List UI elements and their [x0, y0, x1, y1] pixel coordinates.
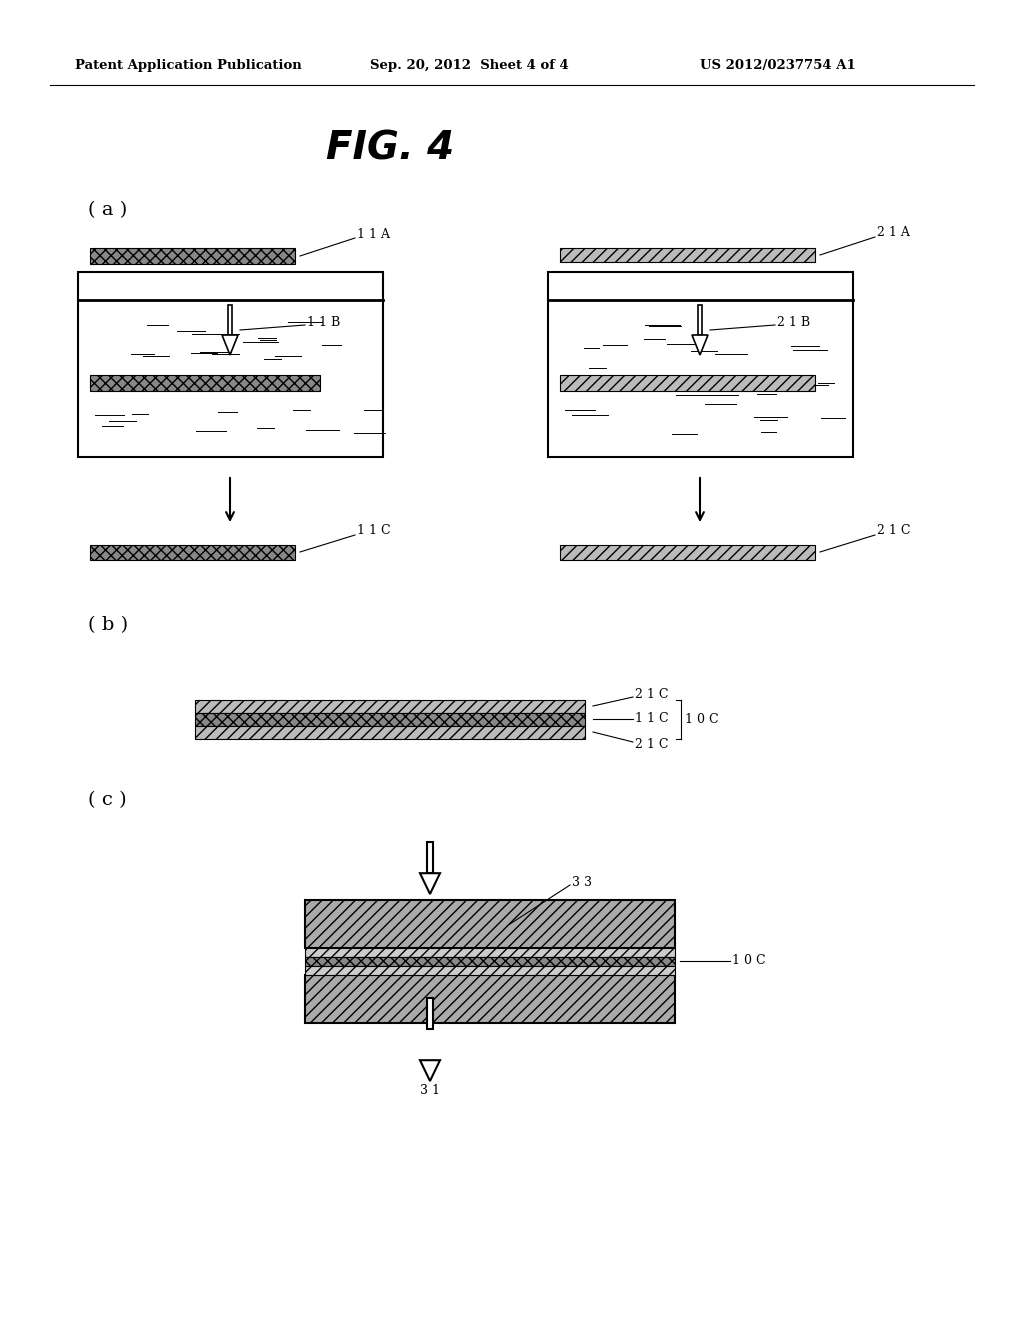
Text: 3 3: 3 3 — [572, 875, 592, 888]
Bar — [697, 305, 702, 335]
Text: 1 1 B: 1 1 B — [307, 315, 340, 329]
Text: 3 1: 3 1 — [420, 1085, 440, 1097]
Text: 1 0 C: 1 0 C — [685, 713, 719, 726]
Bar — [227, 305, 232, 335]
Polygon shape — [222, 335, 238, 355]
Bar — [560, 248, 815, 261]
Text: 2 1 C: 2 1 C — [635, 688, 669, 701]
Text: 1 1 C: 1 1 C — [357, 524, 390, 537]
Text: ( b ): ( b ) — [88, 616, 128, 634]
Text: US 2012/0237754 A1: US 2012/0237754 A1 — [700, 58, 856, 71]
Bar — [305, 948, 675, 957]
Bar — [305, 900, 675, 948]
Bar — [560, 545, 815, 560]
Text: 1 0 C: 1 0 C — [732, 954, 766, 968]
Bar — [90, 545, 295, 560]
Bar — [560, 375, 815, 391]
Bar — [305, 966, 675, 975]
Bar — [305, 957, 675, 966]
Text: 2 1 C: 2 1 C — [635, 738, 669, 751]
Bar — [548, 272, 853, 457]
Bar — [78, 272, 383, 457]
Bar — [195, 726, 585, 739]
Text: 1 1 A: 1 1 A — [357, 227, 390, 240]
Bar — [90, 248, 295, 264]
Polygon shape — [420, 1060, 440, 1081]
Text: 2 1 C: 2 1 C — [877, 524, 910, 537]
Text: ( c ): ( c ) — [88, 791, 127, 809]
Text: FIG. 4: FIG. 4 — [326, 129, 454, 168]
Bar — [195, 700, 585, 713]
Text: 2 1 A: 2 1 A — [877, 227, 910, 239]
Bar — [427, 998, 433, 1030]
Text: 2 1 B: 2 1 B — [777, 315, 810, 329]
Bar — [90, 375, 319, 391]
Bar — [427, 842, 433, 874]
Polygon shape — [420, 874, 440, 894]
Polygon shape — [692, 335, 708, 355]
Text: Sep. 20, 2012  Sheet 4 of 4: Sep. 20, 2012 Sheet 4 of 4 — [370, 58, 568, 71]
Text: 1 1 C: 1 1 C — [635, 713, 669, 726]
Text: ( a ): ( a ) — [88, 201, 127, 219]
Bar — [195, 713, 585, 726]
Text: Patent Application Publication: Patent Application Publication — [75, 58, 302, 71]
Bar — [305, 975, 675, 1023]
